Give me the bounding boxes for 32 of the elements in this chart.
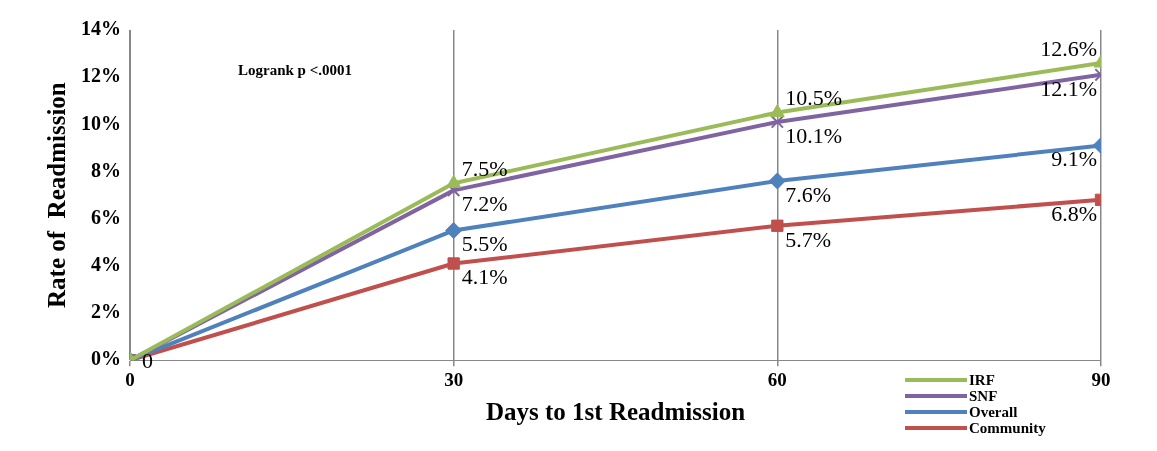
data-label: 5.5% bbox=[461, 231, 508, 257]
y-tick-label: 8% bbox=[91, 158, 121, 181]
data-label: 12.1% bbox=[1040, 75, 1097, 101]
y-tick-label: 10% bbox=[81, 111, 121, 134]
x-tick-label: 60 bbox=[767, 368, 787, 390]
data-label: 7.5% bbox=[461, 156, 508, 182]
data-label: 6.8% bbox=[1051, 200, 1097, 226]
y-tick-label: 4% bbox=[91, 253, 121, 276]
x-axis-title: Days to 1st Readmission bbox=[485, 398, 746, 426]
y-axis-title: Rate of Readmission bbox=[43, 82, 71, 308]
data-label: 10.1% bbox=[785, 122, 843, 148]
x-tick-label: 30 bbox=[444, 368, 464, 390]
x-tick-label: 0 bbox=[125, 368, 135, 390]
y-tick-label: 0% bbox=[91, 347, 121, 370]
legend-label: IRF bbox=[969, 372, 995, 388]
data-label: 7.2% bbox=[461, 191, 508, 217]
legend-label: Overall bbox=[969, 404, 1018, 420]
legend-label: SNF bbox=[969, 388, 998, 404]
data-label: 10.5% bbox=[785, 85, 843, 111]
data-label: 7.6% bbox=[785, 181, 832, 207]
y-tick-label: 2% bbox=[91, 300, 121, 323]
data-label: 9.1% bbox=[1051, 146, 1097, 172]
y-tick-label: 14% bbox=[81, 17, 121, 40]
annotation: Logrank p <.0001 bbox=[238, 62, 352, 79]
data-label: 0 bbox=[142, 347, 153, 373]
legend-label: Community bbox=[969, 420, 1046, 436]
x-tick-label: 90 bbox=[1091, 368, 1111, 390]
y-tick-label: 12% bbox=[81, 64, 121, 87]
data-label: 4.1% bbox=[461, 264, 508, 290]
y-tick-label: 6% bbox=[91, 205, 121, 228]
data-label: 5.7% bbox=[785, 226, 832, 252]
data-label: 12.6% bbox=[1040, 35, 1097, 61]
